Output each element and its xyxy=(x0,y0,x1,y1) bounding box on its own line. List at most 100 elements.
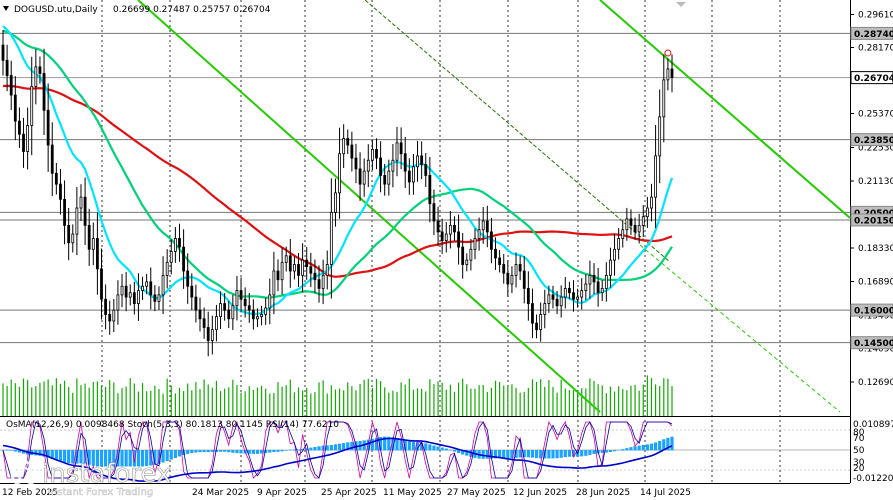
osma-bar xyxy=(239,450,243,454)
osma-bar xyxy=(645,444,649,451)
indicator-tick-label: 80 xyxy=(853,428,865,438)
candle-body xyxy=(112,309,116,322)
osma-bar xyxy=(9,450,13,451)
osma-bar xyxy=(612,450,617,452)
candle-body xyxy=(75,207,79,235)
candle-body xyxy=(83,196,87,226)
osma-bar xyxy=(641,444,645,451)
candle-body xyxy=(309,266,313,274)
price-level-label: 0.28740 xyxy=(854,30,893,40)
osma-bar xyxy=(62,450,67,463)
osma-bar xyxy=(440,447,444,451)
osma-bar xyxy=(13,450,17,452)
osma-bar xyxy=(580,450,584,457)
osma-bar xyxy=(124,450,128,467)
candle-body xyxy=(650,196,653,209)
osma-bar xyxy=(342,443,346,451)
candle-body xyxy=(243,298,247,307)
candle-body xyxy=(22,133,25,152)
candle-body xyxy=(457,231,460,248)
osma-bar xyxy=(325,445,329,451)
logo-swirl-icon xyxy=(15,467,34,481)
candle-body xyxy=(670,68,674,79)
y-tick-label: 0.22530 xyxy=(858,144,893,154)
candle-body xyxy=(609,259,612,276)
osma-bar xyxy=(391,437,395,451)
osma-bar xyxy=(280,450,284,452)
x-tick-label: 25 Apr 2025 xyxy=(321,488,377,498)
candle-body xyxy=(161,274,165,296)
candle-body xyxy=(149,281,153,296)
osma-bar xyxy=(637,445,641,451)
channel-line-mid xyxy=(364,0,671,263)
candle-body xyxy=(38,66,42,74)
osma-bar xyxy=(99,450,104,467)
candle-body xyxy=(473,238,477,250)
candle-body xyxy=(157,294,161,302)
osma-bar xyxy=(502,450,506,459)
candle-body xyxy=(132,292,136,304)
y-tick-label: 0.28170 xyxy=(858,44,893,54)
osma-bar xyxy=(321,445,325,451)
candle-body xyxy=(67,224,71,244)
candle-body xyxy=(124,285,128,298)
candle-body xyxy=(297,264,300,276)
osma-bar xyxy=(444,448,448,451)
collapse-triangle-icon[interactable] xyxy=(3,6,9,11)
osma-bar xyxy=(21,450,26,454)
ma-fast-line xyxy=(2,25,674,316)
osma-bar xyxy=(653,442,658,451)
candle-body xyxy=(325,264,329,276)
candle-body xyxy=(588,274,592,285)
osma-bar xyxy=(346,442,350,451)
candle-body xyxy=(477,229,481,239)
candle-body xyxy=(444,233,448,242)
candle-body xyxy=(235,290,239,307)
watermark-tagline: Instant Forex Trading xyxy=(48,487,153,498)
candle-body xyxy=(227,309,231,320)
candle-body xyxy=(305,259,309,268)
candle-body xyxy=(551,294,555,300)
ma-slow-line xyxy=(2,84,673,278)
candle-body xyxy=(215,316,218,331)
osma-bar xyxy=(140,450,145,467)
candle-body xyxy=(293,264,296,272)
osma-bar xyxy=(132,450,136,467)
candle-body xyxy=(260,314,263,318)
y-tick-label: 0.16890 xyxy=(858,278,893,288)
candle-body xyxy=(654,155,657,198)
osma-bar xyxy=(79,450,83,464)
osma-bar xyxy=(333,444,338,451)
osma-bar xyxy=(374,437,379,451)
candle-body xyxy=(420,155,424,165)
candle-body xyxy=(334,192,337,213)
candle-body xyxy=(625,218,629,231)
scroll-marker-icon xyxy=(676,2,686,7)
candle-body xyxy=(395,142,399,161)
candle-body xyxy=(572,292,575,300)
price-axis: 0.29610 0.28170 0.26704 0.25370 0.22530 0.211… xyxy=(850,11,893,484)
osma-bar xyxy=(194,450,198,453)
osma-bar xyxy=(506,450,510,459)
candle-body xyxy=(375,148,378,159)
candle-body xyxy=(137,290,140,304)
osma-bar xyxy=(169,450,173,460)
osma-bar xyxy=(50,450,54,459)
osma-bar xyxy=(411,441,416,451)
candle-body xyxy=(30,85,34,126)
candle-body xyxy=(272,270,276,296)
candle-body xyxy=(658,116,662,157)
osma-bar xyxy=(301,448,305,451)
price-level-label: 0.16000 xyxy=(854,307,893,317)
osma-bar xyxy=(465,450,469,456)
channel-line-upper xyxy=(599,0,851,219)
osma-bar xyxy=(120,450,124,467)
osma-bar xyxy=(530,450,535,458)
osma-bar xyxy=(395,437,399,451)
candle-body xyxy=(514,264,518,276)
stoch-main-line xyxy=(2,420,673,479)
candle-body xyxy=(613,248,616,261)
osma-bar xyxy=(104,450,108,467)
osma-bar xyxy=(350,441,354,451)
